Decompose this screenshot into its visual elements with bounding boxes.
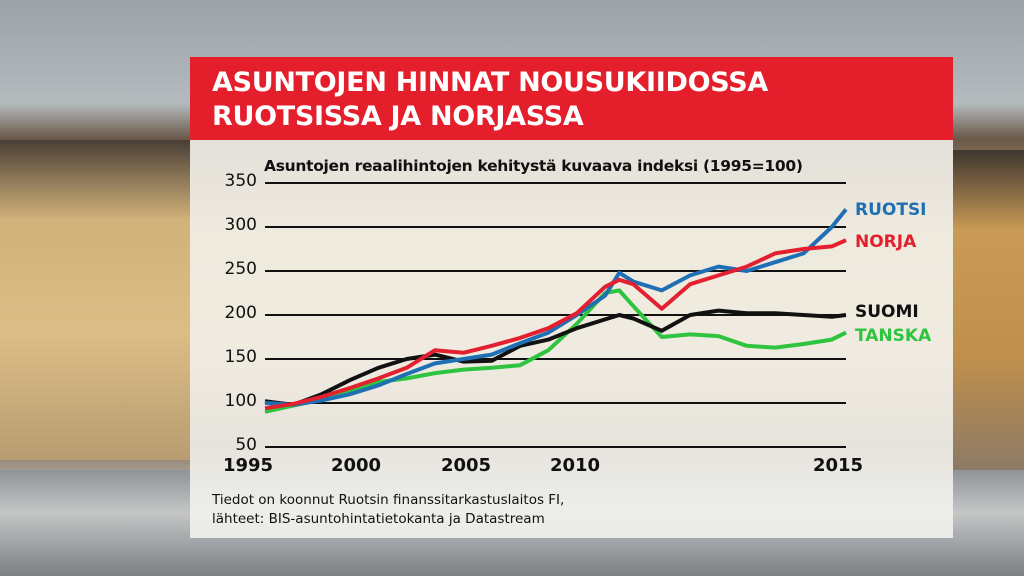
background-building-right xyxy=(953,150,1024,470)
legend-suomi: SUOMI xyxy=(855,302,919,322)
legend-ruotsi: RUOTSI xyxy=(855,200,927,220)
y-tick-label: 350 xyxy=(224,171,257,191)
source-line-2: lähteet: BIS-asuntohintatietokanta ja Da… xyxy=(212,511,545,527)
y-tick-label: 250 xyxy=(224,259,257,279)
y-tick-label: 300 xyxy=(224,215,257,235)
headline-line-1: ASUNTOJEN HINNAT NOUSUKIIDOSSA xyxy=(212,67,768,98)
y-tick-label: 150 xyxy=(224,347,257,367)
y-tick-label: 200 xyxy=(224,303,257,323)
x-tick-label: 2000 xyxy=(330,455,382,476)
source-note: Tiedot on koonnut Ruotsin finanssitarkas… xyxy=(212,491,564,529)
x-tick-label: 1995 xyxy=(222,455,274,476)
series-line-tanska xyxy=(264,288,847,414)
x-tick-label: 2005 xyxy=(440,455,492,476)
background-building-left xyxy=(0,140,190,460)
x-tick-label: 2015 xyxy=(812,455,864,476)
data-lines xyxy=(264,208,848,414)
y-tick-label: 50 xyxy=(235,435,257,455)
series-line-norja xyxy=(264,238,847,411)
title-banner xyxy=(190,57,953,140)
legend-tanska: TANSKA xyxy=(855,326,932,346)
source-line-1: Tiedot on koonnut Ruotsin finanssitarkas… xyxy=(212,492,565,508)
y-tick-label: 100 xyxy=(224,391,257,411)
chart-subtitle: Asuntojen reaalihintojen kehitystä kuvaa… xyxy=(264,157,803,175)
headline-line-2: RUOTSISSA JA NORJASSA xyxy=(212,101,584,132)
legend-norja: NORJA xyxy=(855,232,917,252)
headline: ASUNTOJEN HINNAT NOUSUKIIDOSSA RUOTSISSA… xyxy=(212,66,768,134)
series-line-ruotsi xyxy=(264,208,848,407)
x-tick-label: 2010 xyxy=(549,455,601,476)
series-line-suomi xyxy=(264,308,847,407)
